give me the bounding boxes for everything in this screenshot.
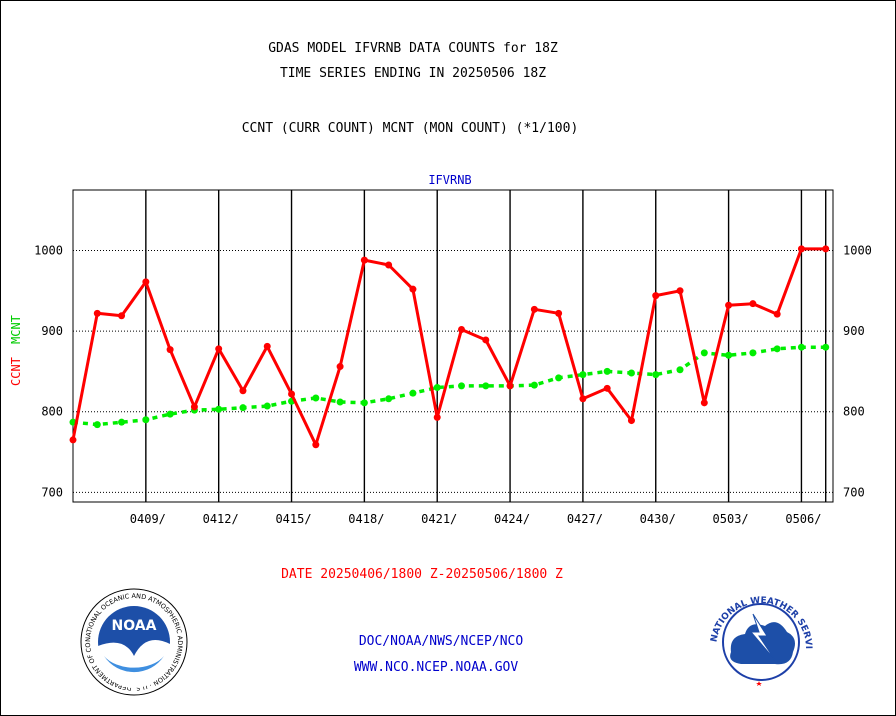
nws-logo: NATIONAL WEATHER SERVICE	[706, 587, 816, 697]
y-tick-label-right: 900	[843, 324, 865, 338]
plot-area	[72, 189, 834, 503]
data-point-ccnt	[773, 310, 781, 318]
plot-series-title: IFVRNB	[428, 173, 471, 187]
y-tick-label-left: 700	[41, 485, 63, 499]
data-point-mcnt	[263, 402, 271, 410]
footer-org: DOC/NOAA/NWS/NCEP/NCO	[359, 634, 524, 649]
x-tick-label: 0424/	[494, 512, 530, 526]
data-point-mcnt	[579, 371, 587, 379]
chart-title-line2: TIME SERIES ENDING IN 20250506 18Z	[280, 66, 546, 81]
footer-url: WWW.NCO.NCEP.NOAA.GOV	[354, 660, 519, 675]
data-point-mcnt	[652, 371, 660, 379]
chart-title-line3: CCNT (CURR COUNT) MCNT (MON COUNT) (*1/1…	[242, 121, 579, 136]
data-point-ccnt	[797, 245, 805, 253]
data-point-ccnt	[579, 395, 587, 403]
data-point-ccnt	[288, 390, 296, 398]
data-point-mcnt	[797, 343, 805, 351]
data-point-mcnt	[773, 345, 781, 353]
series-line-mcnt	[72, 345, 826, 427]
data-point-mcnt	[749, 349, 757, 357]
data-point-mcnt	[385, 395, 393, 403]
data-point-mcnt	[676, 366, 684, 374]
noaa-logo: NATIONAL OCEANIC AND ATMOSPHERIC ADMINIS…	[80, 588, 188, 696]
data-point-mcnt	[409, 389, 417, 397]
data-point-ccnt	[69, 436, 77, 444]
data-point-mcnt	[627, 369, 635, 377]
data-point-mcnt	[822, 343, 830, 351]
y-tick-label-left: 900	[41, 324, 63, 338]
data-point-mcnt	[530, 381, 538, 389]
x-tick-label: 0427/	[567, 512, 603, 526]
data-point-ccnt	[263, 342, 271, 350]
data-point-ccnt	[555, 309, 563, 317]
data-point-ccnt	[700, 399, 708, 407]
data-point-ccnt	[652, 292, 660, 300]
data-point-ccnt	[749, 300, 757, 308]
x-tick-label: 0409/	[130, 512, 166, 526]
chart-title-line1: GDAS MODEL IFVRNB DATA COUNTS for 18Z	[268, 41, 558, 56]
x-tick-label: 0421/	[421, 512, 457, 526]
data-point-ccnt	[822, 245, 830, 253]
data-point-ccnt	[93, 309, 101, 317]
data-point-ccnt	[360, 256, 368, 264]
y-tick-label-left: 1000	[34, 243, 63, 257]
data-point-ccnt	[457, 325, 465, 333]
data-point-mcnt	[93, 421, 101, 429]
data-point-ccnt	[409, 285, 417, 293]
data-point-ccnt	[239, 387, 247, 395]
y-axis-label-ccnt: CCNT	[9, 357, 23, 386]
data-point-ccnt	[385, 261, 393, 269]
data-point-ccnt	[530, 305, 538, 313]
data-point-ccnt	[336, 363, 344, 371]
data-point-mcnt	[166, 410, 174, 418]
y-tick-label-right: 700	[843, 485, 865, 499]
data-point-mcnt	[603, 367, 611, 375]
data-point-ccnt	[627, 417, 635, 425]
data-point-mcnt	[360, 399, 368, 407]
x-ticks: 0409/0412/0415/0418/0421/0424/0427/0430/…	[130, 512, 822, 526]
noaa-logo-text: NOAA	[112, 618, 157, 634]
y-ticks: 700 700 800 800 900 900 1000 1000	[34, 243, 872, 499]
data-point-ccnt	[312, 441, 320, 449]
x-tick-label: 0412/	[203, 512, 239, 526]
y-tick-label-right: 1000	[843, 243, 872, 257]
data-point-mcnt	[433, 384, 441, 392]
data-point-mcnt	[555, 374, 563, 382]
x-tick-label: 0415/	[275, 512, 311, 526]
y-axis-label-mcnt: MCNT	[9, 315, 23, 344]
y-tick-label-right: 800	[843, 405, 865, 419]
x-tick-label: 0430/	[640, 512, 676, 526]
series-layer	[69, 245, 830, 449]
data-point-ccnt	[142, 278, 150, 286]
data-point-ccnt	[676, 287, 684, 295]
data-point-mcnt	[142, 416, 150, 424]
x-tick-label: 0506/	[785, 512, 821, 526]
data-point-mcnt	[725, 351, 733, 359]
data-point-mcnt	[700, 349, 708, 357]
data-point-mcnt	[312, 394, 320, 402]
data-point-ccnt	[506, 382, 514, 390]
data-point-mcnt	[482, 382, 490, 390]
y-tick-label-left: 800	[41, 405, 63, 419]
x-tick-label: 0418/	[348, 512, 384, 526]
data-point-ccnt	[603, 384, 611, 392]
data-point-mcnt	[336, 398, 344, 406]
data-point-ccnt	[190, 403, 198, 411]
data-point-mcnt	[239, 404, 247, 412]
data-point-ccnt	[725, 301, 733, 309]
series-line-ccnt	[71, 247, 826, 447]
data-point-ccnt	[215, 345, 223, 353]
data-point-ccnt	[433, 413, 441, 421]
data-point-ccnt	[482, 336, 490, 344]
date-range-label: DATE 20250406/1800 Z-20250506/1800 Z	[281, 567, 563, 582]
x-tick-label: 0503/	[713, 512, 749, 526]
data-point-ccnt	[118, 312, 126, 320]
data-point-mcnt	[118, 418, 126, 426]
data-point-mcnt	[215, 405, 223, 413]
data-point-mcnt	[457, 382, 465, 390]
data-point-ccnt	[166, 346, 174, 354]
